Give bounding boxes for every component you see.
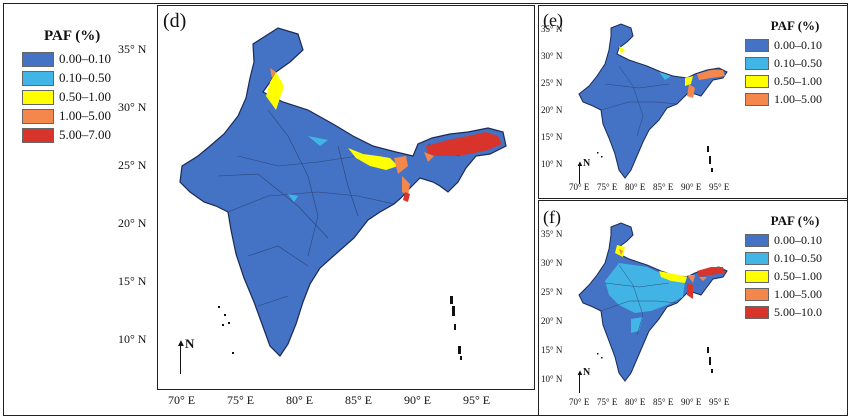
panel-label: (d) (163, 10, 187, 32)
lat-tick-label: 25° N (541, 287, 563, 297)
legend-swatch (745, 39, 769, 52)
legend-label: 1.00–5.00 (59, 108, 111, 123)
legend-e: PAF (%) 0.00–0.10 0.10–0.50 0.50–1.00 1.00–… (745, 18, 845, 110)
legend-swatch (745, 75, 769, 88)
legend-label: 5.00–10.0 (774, 305, 822, 319)
lat-tick-label: 35° N (541, 229, 563, 239)
legend-swatch (22, 108, 54, 124)
lat-tick-label: 15° N (118, 274, 147, 288)
legend-label: 0.10–0.50 (774, 251, 822, 265)
lon-tick-label: 85° E (653, 182, 674, 192)
legend-swatch (745, 93, 769, 106)
lon-tick-label: 90° E (681, 182, 702, 192)
legend-swatch (745, 252, 769, 265)
north-label: N (583, 367, 591, 378)
north-label: N (185, 336, 195, 351)
lon-tick-label: 75° E (597, 397, 618, 407)
lon-tick-label: 70° E (168, 393, 196, 407)
lat-tick-label: 15° N (541, 132, 563, 142)
lat-tick-label: 20° N (118, 216, 147, 230)
legend-swatch (745, 57, 769, 70)
legend-item: 5.00–10.0 (745, 305, 845, 320)
lon-tick-label: 80° E (625, 182, 646, 192)
lat-tick-label: 10° N (118, 332, 147, 346)
legend-swatch (745, 288, 769, 301)
india-map-f (578, 222, 728, 382)
lat-tick-label: 30° N (541, 51, 563, 61)
lat-tick-label: 20° N (541, 105, 563, 115)
india-mainland (179, 27, 507, 357)
lat-tick-label: 35° N (118, 42, 147, 56)
lon-tick-label: 95° E (709, 182, 730, 192)
legend-label: 0.00–0.10 (774, 38, 822, 52)
legend-item: 0.50–1.00 (745, 269, 845, 284)
lat-tick-label: 10° N (541, 374, 563, 384)
lon-tick-label: 75° E (227, 393, 255, 407)
lon-tick-label: 75° E (597, 182, 618, 192)
legend-title: PAF (%) (770, 213, 820, 228)
legend-item: 0.00–0.10 (22, 51, 132, 67)
lat-tick-label: 35° N (541, 24, 563, 34)
lat-tick-label: 30° N (118, 100, 147, 114)
panel-label: (e) (543, 10, 563, 30)
legend-f: PAF (%) 0.00–0.10 0.10–0.50 0.50–1.00 1.00–… (745, 213, 845, 323)
india-map-e (578, 23, 728, 179)
panel-e-map: (e) PAF (%) 0.00–0.10 0.10–0.50 0.50–1.00 1… (538, 5, 848, 199)
legend-swatch (745, 234, 769, 247)
legend-item: 0.00–0.10 (745, 38, 845, 53)
lat-tick-label: 25° N (541, 78, 563, 88)
lon-tick-label: 95° E (463, 393, 491, 407)
north-label: N (583, 158, 591, 169)
legend-swatch (745, 270, 769, 283)
legend-swatch (22, 89, 54, 105)
india-map-d (179, 27, 507, 360)
lon-tick-label: 90° E (681, 397, 702, 407)
lat-tick-label: 15° N (541, 345, 563, 355)
legend-item: 0.10–0.50 (745, 251, 845, 266)
legend-item: 1.00–5.00 (22, 108, 132, 124)
lon-tick-label: 85° E (345, 393, 373, 407)
legend-label: 0.50–1.00 (774, 74, 822, 88)
legend-item: 1.00–5.00 (745, 92, 845, 107)
legend-item: 0.50–1.00 (745, 74, 845, 89)
legend-label: 0.00–0.10 (59, 51, 111, 66)
lon-tick-label: 95° E (709, 397, 730, 407)
legend-label: 0.10–0.50 (59, 70, 111, 85)
lon-tick-label: 85° E (653, 397, 674, 407)
panel-f-map: (f) PAF (%) 0.00–0.10 0.10–0.50 0.50–1.00 1… (538, 200, 848, 416)
lon-tick-label: 80° E (625, 397, 646, 407)
legend-title: PAF (%) (770, 18, 820, 33)
legend-main: PAF (%) 0.00–0.10 0.10–0.50 0.50–1.00 1.00–… (22, 28, 132, 146)
lon-tick-label: 70° E (569, 397, 590, 407)
legend-label: 0.10–0.50 (774, 56, 822, 70)
legend-label: 0.00–0.10 (774, 233, 822, 247)
panel-label: (f) (543, 207, 561, 227)
lon-tick-label: 70° E (569, 182, 590, 192)
legend-swatch (745, 306, 769, 319)
panel-d-map: (d) (118, 5, 535, 407)
legend-title: PAF (%) (44, 28, 101, 44)
legend-item: 0.10–0.50 (745, 56, 845, 71)
legend-swatch (22, 127, 54, 143)
legend-label: 0.50–1.00 (59, 89, 111, 104)
lat-tick-label: 10° N (541, 159, 563, 169)
legend-label: 0.50–1.00 (774, 269, 822, 283)
lon-tick-label: 90° E (404, 393, 432, 407)
legend-item: 0.50–1.00 (22, 89, 132, 105)
lat-tick-label: 30° N (541, 258, 563, 268)
legend-item: 0.10–0.50 (22, 70, 132, 86)
legend-label: 5.00–7.00 (59, 127, 111, 142)
lat-tick-label: 25° N (118, 158, 147, 172)
legend-item: 0.00–0.10 (745, 233, 845, 248)
legend-label: 1.00–5.00 (774, 92, 822, 106)
legend-item: 5.00–7.00 (22, 127, 132, 143)
legend-item: 1.00–5.00 (745, 287, 845, 302)
legend-label: 1.00–5.00 (774, 287, 822, 301)
lat-tick-label: 20° N (541, 316, 563, 326)
legend-swatch (22, 70, 54, 86)
lon-tick-label: 80° E (286, 393, 314, 407)
legend-swatch (22, 51, 54, 67)
